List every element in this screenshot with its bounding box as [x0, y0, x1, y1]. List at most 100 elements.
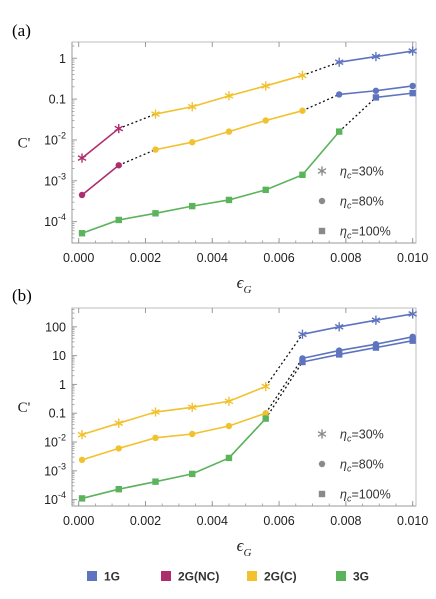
- series-1g-circle: [335, 82, 416, 98]
- data-point: [225, 128, 233, 135]
- marker-legend-eta: η: [340, 458, 347, 472]
- series-1g-circle: [299, 333, 416, 362]
- data-point: [371, 51, 381, 62]
- y-tick-exponent: -3: [58, 461, 66, 471]
- data-point: [298, 70, 307, 81]
- transition-line: [302, 93, 340, 112]
- y-tick-base: 1: [59, 52, 66, 66]
- series-legend-label: 2G(NC): [178, 570, 219, 584]
- x-tick-label: 0.006: [263, 251, 294, 265]
- data-point: [261, 81, 271, 91]
- marker-legend-label: ηc=80%: [340, 195, 384, 211]
- y-tick-base: 100: [45, 320, 66, 334]
- y-tick-label: 10-2: [44, 130, 66, 147]
- marker-legend-symbol-stroke: [317, 168, 327, 174]
- data-point: [189, 470, 196, 478]
- data-point-stroke: [408, 48, 417, 54]
- series-1g-square: [372, 89, 416, 101]
- y-tick-exponent: -4: [58, 212, 66, 222]
- data-point: [298, 329, 307, 339]
- marker-legend-symbol: [318, 460, 326, 468]
- y-tick-exponent: -3: [58, 171, 66, 181]
- marker-legend-symbol: [317, 166, 327, 176]
- y-tick-label: 10-2: [44, 433, 66, 450]
- y-tick-label: 10-3: [44, 171, 66, 188]
- data-point-stroke: [298, 331, 307, 338]
- series-1g-star: [298, 309, 417, 339]
- data-point: [115, 485, 122, 493]
- data-point: [189, 202, 196, 210]
- marker-legend-value: =100%: [351, 225, 390, 239]
- data-point: [151, 109, 160, 119]
- series-line: [302, 339, 413, 363]
- marker-legend-subscript: c: [347, 201, 352, 211]
- marker-legend-value: =80%: [351, 458, 383, 472]
- y-axis-title: C': [18, 136, 31, 152]
- data-point: [77, 153, 87, 163]
- marker-legend-subscript: c: [347, 464, 352, 474]
- data-point: [262, 415, 269, 422]
- data-point: [189, 430, 196, 438]
- y-tick-label: 1: [59, 52, 66, 66]
- data-point: [409, 337, 416, 344]
- marker-legend-symbol: [318, 197, 326, 205]
- x-axis-title-symbol: ϵ: [237, 536, 245, 555]
- x-tick-label: 0.000: [63, 514, 94, 528]
- series-3g-square: [78, 415, 269, 502]
- marker-legend-subscript: c: [347, 434, 352, 444]
- x-tick-label: 0.004: [197, 251, 228, 265]
- transition-line: [265, 358, 303, 414]
- marker-legend-value: =100%: [351, 488, 390, 502]
- data-point: [262, 186, 269, 194]
- x-tick-label: 0.006: [263, 514, 294, 528]
- x-tick-label: 0.004: [197, 514, 228, 528]
- data-point: [78, 230, 86, 237]
- y-tick-exponent: -2: [58, 433, 66, 443]
- x-tick-label: 0.008: [330, 251, 361, 265]
- series-2gc-star: [151, 70, 307, 119]
- data-point: [334, 57, 344, 67]
- marker-legend-symbol: [317, 429, 327, 439]
- y-tick-base: 0.1: [49, 93, 66, 107]
- panel-label: (a): [12, 21, 31, 40]
- data-point: [114, 123, 124, 134]
- data-point: [408, 46, 417, 56]
- transition-line: [118, 113, 156, 130]
- series-line: [81, 385, 267, 436]
- y-tick-exponent: -4: [58, 490, 66, 500]
- data-point: [335, 128, 343, 135]
- data-point-stroke: [187, 404, 197, 411]
- data-point: [151, 407, 160, 417]
- marker-legend-symbol: [318, 490, 326, 498]
- series-legend-label: 3G: [353, 570, 369, 584]
- series-line: [81, 418, 267, 500]
- marker-legend-subscript: c: [347, 231, 352, 241]
- marker-legend-value: =80%: [351, 195, 383, 209]
- y-axis-title: C': [18, 400, 31, 416]
- y-tick-exponent: -2: [58, 130, 66, 140]
- y-tick-label: 10: [52, 349, 66, 363]
- data-point: [115, 162, 122, 169]
- plot-frame: [71, 307, 417, 507]
- y-tick-base: 10: [52, 349, 66, 363]
- marker-legend-subscript: c: [347, 171, 352, 181]
- panel-label: (b): [12, 286, 32, 305]
- x-tick-label: 0.002: [130, 514, 161, 528]
- series-line: [375, 92, 413, 99]
- series-1g-square: [299, 337, 416, 366]
- data-point-stroke: [224, 92, 234, 99]
- series-1g-star: [334, 46, 417, 67]
- data-point: [299, 107, 306, 114]
- data-point: [187, 402, 197, 412]
- y-tick-base: 10: [44, 174, 58, 188]
- plot-frame: [71, 41, 417, 244]
- transition-line: [118, 149, 156, 166]
- y-tick-label: 10-4: [44, 212, 66, 229]
- y-tick-label: 0.1: [49, 93, 66, 107]
- data-point: [152, 210, 159, 217]
- y-tick-label: 10-4: [44, 490, 66, 507]
- series-2gnc-star: [77, 123, 124, 163]
- series-2gc-circle: [152, 107, 306, 153]
- series-legend-label: 2G(C): [264, 570, 297, 584]
- y-tick-base: 1: [59, 378, 66, 392]
